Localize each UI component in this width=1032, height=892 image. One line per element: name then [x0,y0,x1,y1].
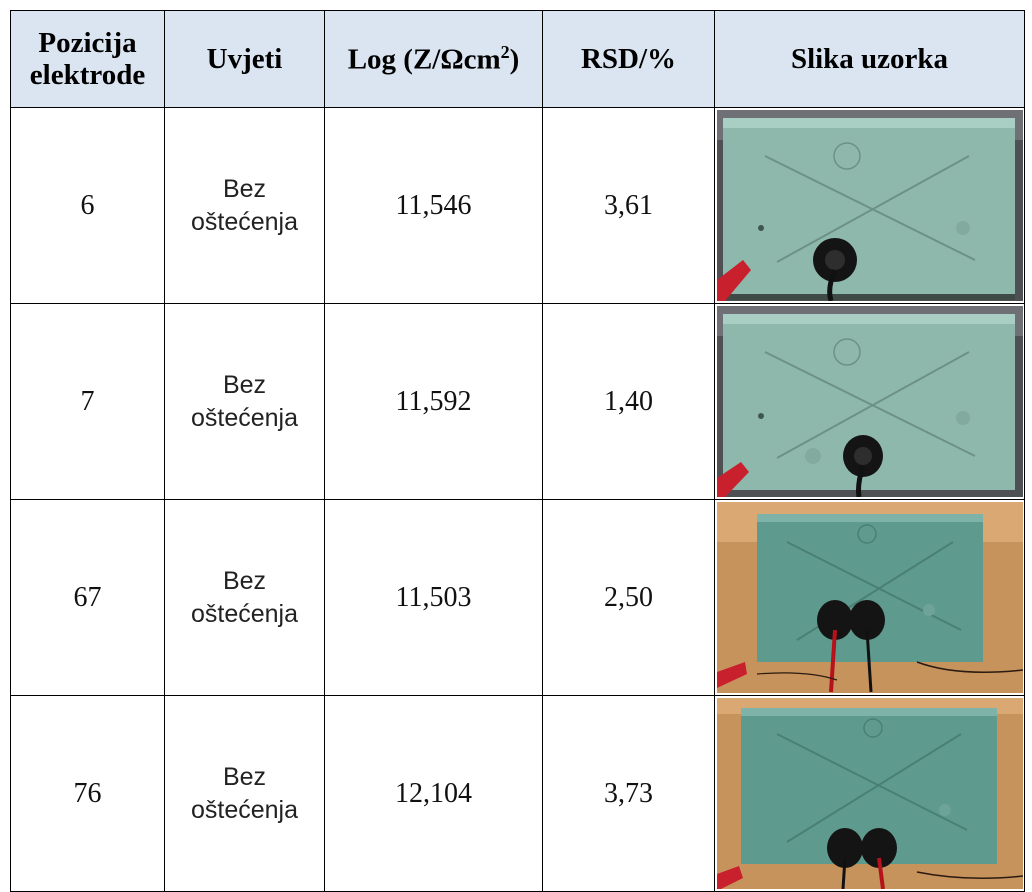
cell-rsd: 2,50 [542,499,715,696]
cell-log-impedance: 11,592 [324,303,543,500]
cell-position: 7 [10,303,165,500]
table-row: 6 Bez oštećenja 11,546 3,61 [10,107,1025,304]
cond-line2: oštećenja [190,599,299,628]
cell-conditions: Bez oštećenja [164,499,325,696]
cell-log-impedance: 11,503 [324,499,543,696]
header-position-line1: Pozicija [38,26,137,59]
cell-position: 76 [10,695,165,892]
cond-line1: Bez [222,763,267,791]
cond-line1: Bez [222,567,267,595]
header-electrode-position: Pozicija elektrode [10,10,165,108]
cell-rsd: 3,61 [542,107,715,304]
cell-log-impedance: 12,104 [324,695,543,892]
cell-sample-image [714,499,1025,696]
cell-sample-image [714,303,1025,500]
header-sample-image: Slika uzorka [714,10,1025,108]
table-row: 76 Bez oštećenja 12,104 3,73 [10,695,1025,892]
header-row: Pozicija elektrode Uvjeti Log (Z/Ωcm2) R… [10,10,1025,108]
impedance-table: Pozicija elektrode Uvjeti Log (Z/Ωcm2) R… [10,10,1025,892]
cond-line2: oštećenja [190,403,299,432]
cond-line2: oštećenja [190,207,299,236]
header-logz-suffix: ) [509,43,520,76]
cell-conditions: Bez oštećenja [164,695,325,892]
table-row: 67 Bez oštećenja 11,503 2,50 [10,499,1025,696]
header-logz-sup: 2 [500,41,510,62]
cell-rsd: 1,40 [542,303,715,500]
header-logz-prefix: Log (Z/Ωcm [347,43,501,76]
cell-position: 6 [10,107,165,304]
header-position-line2: elektrode [29,59,146,91]
cell-log-impedance: 11,546 [324,107,543,304]
sample-photo-two-electrodes [716,502,1023,693]
cell-sample-image [714,107,1025,304]
cond-line1: Bez [222,175,267,203]
cell-rsd: 3,73 [542,695,715,892]
cell-position: 67 [10,499,165,696]
cond-line1: Bez [222,371,267,399]
table-row: 7 Bez oštećenja 11,592 1,40 [10,303,1025,500]
sample-photo-single-electrode [716,306,1023,497]
sample-photo-single-electrode [716,110,1023,301]
cell-conditions: Bez oštećenja [164,107,325,304]
cell-conditions: Bez oštećenja [164,303,325,500]
cell-sample-image [714,695,1025,892]
header-rsd: RSD/% [542,10,715,108]
header-conditions: Uvjeti [164,10,325,108]
cond-line2: oštećenja [190,795,299,824]
sample-photo-two-electrodes [716,698,1023,889]
header-log-impedance: Log (Z/Ωcm2) [324,10,543,108]
